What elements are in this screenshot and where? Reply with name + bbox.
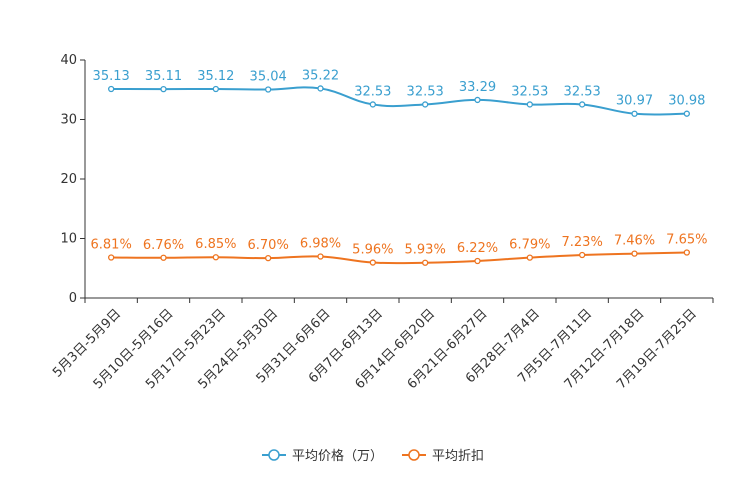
data-label: 33.29	[459, 80, 496, 95]
data-label: 6.81%	[91, 237, 132, 252]
data-label: 32.53	[354, 84, 391, 99]
data-label: 32.53	[407, 84, 444, 99]
data-point[interactable]	[683, 110, 690, 117]
data-point[interactable]	[683, 249, 690, 256]
x-axis: 5月3日-5月9日5月10日-5月16日5月17日-5月23日5月24日-5月3…	[50, 297, 714, 392]
data-label: 35.11	[145, 69, 182, 84]
data-point[interactable]	[526, 254, 533, 261]
data-point[interactable]	[108, 85, 115, 93]
data-point[interactable]	[474, 257, 481, 265]
data-label: 6.76%	[143, 238, 184, 253]
data-point[interactable]	[579, 251, 586, 259]
y-axis: 0 10 20 30 40	[60, 53, 86, 306]
data-label: 6.85%	[195, 237, 236, 252]
data-label: 6.79%	[509, 238, 550, 253]
data-point[interactable]	[108, 254, 115, 261]
legend-item-0[interactable]: 平均价格（万）	[262, 448, 383, 464]
data-label: 7.65%	[666, 232, 707, 247]
legend-circle-icon	[408, 449, 420, 461]
series-0: 35.13 35.11 35.12 35.04 35.22 32.53 32.53 33.29…	[93, 68, 705, 117]
data-label: 6.98%	[300, 236, 341, 251]
data-label: 7.23%	[562, 235, 603, 250]
data-point[interactable]	[631, 110, 638, 117]
data-point[interactable]	[160, 254, 167, 261]
legend-item-1[interactable]: 平均折扣	[402, 449, 484, 464]
data-label: 5.96%	[352, 243, 393, 258]
data-point[interactable]	[422, 101, 429, 108]
data-point[interactable]	[369, 259, 376, 266]
data-point[interactable]	[212, 85, 219, 93]
data-label: 30.97	[616, 94, 653, 109]
data-label: 32.53	[564, 84, 601, 99]
data-point[interactable]	[474, 96, 481, 104]
data-point[interactable]	[265, 86, 272, 93]
series-1: 6.81% 6.76% 6.85% 6.70% 6.98% 5.96% 5.93% 6.22%…	[91, 232, 707, 266]
y-tick-label: 20	[60, 172, 77, 187]
data-point[interactable]	[526, 101, 533, 108]
data-label: 35.13	[93, 69, 130, 84]
data-point[interactable]	[579, 101, 586, 108]
y-tick-label: 10	[60, 232, 77, 247]
data-point[interactable]	[317, 253, 324, 260]
data-point[interactable]	[212, 254, 219, 261]
legend-circle-icon	[268, 449, 280, 461]
y-tick-label: 30	[60, 113, 77, 128]
data-point[interactable]	[369, 101, 376, 108]
data-label: 5.93%	[405, 243, 446, 258]
y-tick-label: 0	[69, 291, 77, 306]
data-label: 32.53	[511, 84, 548, 99]
series-line-0	[111, 86, 687, 116]
series-line-1	[111, 251, 687, 265]
data-point[interactable]	[422, 259, 429, 266]
data-label: 6.70%	[248, 238, 289, 253]
data-label: 35.12	[197, 69, 234, 84]
legend-label: 平均折扣	[432, 449, 484, 464]
data-point[interactable]	[317, 85, 324, 92]
series-layer: 35.13 35.11 35.12 35.04 35.22 32.53 32.53 33.29…	[91, 68, 707, 266]
data-point[interactable]	[631, 250, 638, 257]
data-label: 7.46%	[614, 234, 655, 249]
legend[interactable]: 平均价格（万） 平均折扣	[262, 448, 484, 464]
data-label: 6.22%	[457, 241, 498, 256]
data-label: 35.04	[250, 70, 287, 85]
y-tick-label: 40	[60, 53, 77, 68]
data-label: 35.22	[302, 68, 339, 83]
data-label: 30.98	[668, 94, 705, 109]
data-point[interactable]	[265, 254, 272, 262]
data-point[interactable]	[160, 85, 167, 93]
legend-label: 平均价格（万）	[292, 448, 383, 464]
